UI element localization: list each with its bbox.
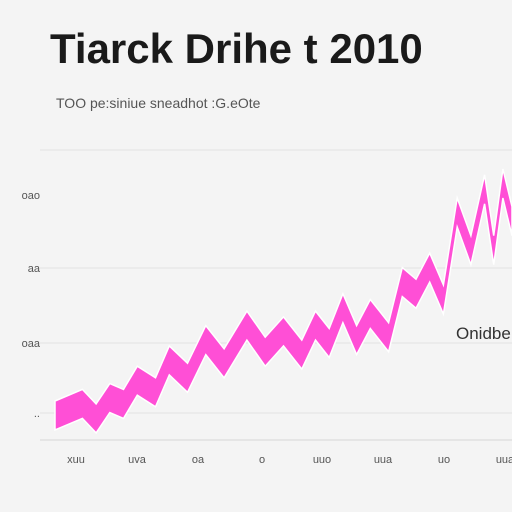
series-annotation: Onidbe [456, 324, 511, 343]
x-tick-label: xuu [67, 454, 85, 466]
x-tick-label: o [259, 454, 265, 466]
x-tick-label: uua [374, 454, 393, 466]
y-tick-label: oaa [22, 338, 41, 350]
x-tick-label: uuo [313, 454, 331, 466]
series-area [54, 168, 512, 435]
chart-subtitle: TOO pe:siniue sneadhot :G.eOte [56, 95, 261, 111]
x-tick-label: oa [192, 454, 205, 466]
y-tick-label: aa [28, 263, 41, 275]
y-tick-label: .. [34, 408, 40, 420]
x-tick-label: uua [496, 454, 512, 466]
x-tick-labels: xuu uva oa o uuo uua uo uua [67, 454, 512, 466]
y-tick-label: oao [22, 190, 40, 202]
series-band [54, 168, 512, 435]
x-tick-label: uva [128, 454, 147, 466]
x-tick-label: uo [438, 454, 450, 466]
y-tick-labels: .. oaa aa oao [22, 190, 41, 420]
chart-title: Tiarck Drihe t 2010 [50, 25, 423, 72]
